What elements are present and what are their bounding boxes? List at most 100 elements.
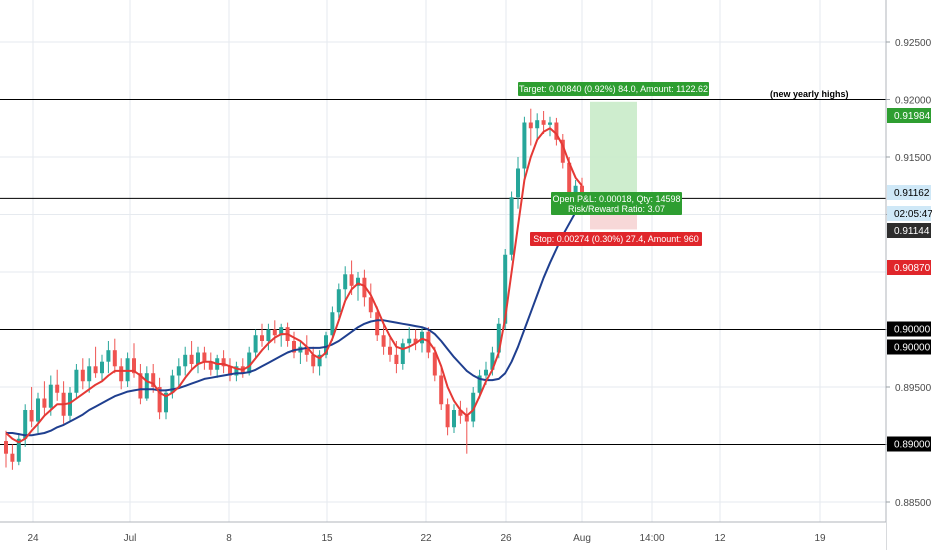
price-tag-box xyxy=(887,339,931,355)
time-tick-label: 14:00 xyxy=(639,533,664,544)
candle-body xyxy=(228,366,232,376)
candle-body xyxy=(189,354,194,364)
candle-body xyxy=(458,410,463,416)
price-tag: 0.91984 xyxy=(887,108,931,123)
candle-body xyxy=(560,139,565,163)
stop-label-box xyxy=(530,232,702,246)
candle-body xyxy=(477,375,482,393)
candle-body xyxy=(68,392,72,416)
price-tag: 0.90000 xyxy=(887,339,931,355)
candle-body xyxy=(503,254,508,324)
time-tick-label: 19 xyxy=(814,533,826,544)
time-axis-background xyxy=(0,522,886,550)
candle-body xyxy=(112,350,117,367)
candle-body xyxy=(80,369,85,382)
candle-body xyxy=(548,122,552,125)
candle-body xyxy=(23,410,28,439)
candle-body xyxy=(304,346,309,355)
candle-body xyxy=(10,453,15,462)
candle-body xyxy=(535,120,540,129)
candle-body xyxy=(509,197,514,255)
time-tick-label: 26 xyxy=(500,533,512,544)
candle-body xyxy=(87,366,92,382)
stop-label-text: Stop: 0.00274 (0.30%) 27.4, Amount: 960 xyxy=(533,234,699,244)
candle-body xyxy=(490,352,495,370)
candle-body xyxy=(100,361,104,374)
candle-body xyxy=(16,438,21,462)
price-tag: 0.90870 xyxy=(887,260,931,275)
candle-body xyxy=(132,358,136,374)
price-tag-label: 0.90000 xyxy=(894,325,931,336)
candle-body xyxy=(413,338,418,344)
candle-body xyxy=(279,327,284,336)
candle-body xyxy=(464,415,469,422)
price-tag-box xyxy=(887,206,931,221)
open-pnl-label-text: Open P&L: 0.00018, Qty: 14598 xyxy=(552,194,680,204)
price-tag-box xyxy=(887,321,931,337)
candle-body xyxy=(439,375,444,405)
candle-body xyxy=(36,398,40,422)
candle-body xyxy=(272,329,277,336)
price-tag: 0.91162 xyxy=(887,185,931,200)
open-pnl-label-text: Risk/Reward Ratio: 3.07 xyxy=(568,204,665,214)
position-annotations[interactable]: Target: 0.00840 (0.92%) 84.0, Amount: 11… xyxy=(518,82,709,246)
price-tags: 0.91984 0.91162 02:05:47 0.91144 0.90870 0.90… xyxy=(887,108,932,452)
candle-body xyxy=(221,358,226,367)
price-tag-box xyxy=(887,260,931,275)
candle-body xyxy=(432,352,437,376)
price-tick-label: 0.92000 xyxy=(895,96,932,107)
candle-body xyxy=(151,373,156,387)
candle-body xyxy=(388,346,392,355)
candle-body xyxy=(528,122,533,129)
candle-body xyxy=(48,384,53,408)
candle-body xyxy=(368,297,373,313)
target-label-box xyxy=(518,82,709,96)
price-tag-label: 0.91984 xyxy=(894,111,931,122)
candle-body xyxy=(164,392,168,413)
price-tag: 0.90000 xyxy=(887,321,931,337)
candle-body xyxy=(541,120,546,125)
time-tick-label: 24 xyxy=(27,533,39,544)
target-label[interactable]: Target: 0.00840 (0.92%) 84.0, Amount: 11… xyxy=(518,82,709,96)
candle-body xyxy=(183,354,188,367)
stop-label[interactable]: Stop: 0.00274 (0.30%) 27.4, Amount: 960 xyxy=(530,232,702,246)
candle-body xyxy=(375,312,380,336)
candle-body xyxy=(260,335,264,341)
moving-averages xyxy=(5,127,583,444)
time-tick-label: 22 xyxy=(420,533,432,544)
target-zone xyxy=(590,101,637,199)
candle-body xyxy=(400,343,405,364)
candle-body xyxy=(144,373,149,399)
candle-body xyxy=(580,185,584,197)
candle-body xyxy=(381,335,386,347)
candle-body xyxy=(484,369,488,376)
candle-body xyxy=(138,373,143,399)
open-pnl-label[interactable]: Open P&L: 0.00018, Qty: 14598Risk/Reward… xyxy=(551,192,682,215)
time-tick-label: 15 xyxy=(321,533,333,544)
time-tick-label: Aug xyxy=(573,533,591,544)
target-label-text: Target: 0.00840 (0.92%) 84.0, Amount: 11… xyxy=(519,84,708,94)
candle-body xyxy=(29,410,34,422)
price-tick-label: 0.91500 xyxy=(895,153,932,164)
candle-body xyxy=(176,366,181,376)
horizontal-levels[interactable] xyxy=(0,99,886,445)
candle-body xyxy=(324,335,328,355)
price-tag-box xyxy=(887,223,931,238)
price-tag-label: 0.91162 xyxy=(894,188,930,199)
candle-body xyxy=(157,387,162,413)
candle-body xyxy=(471,392,476,422)
price-tag-box xyxy=(887,108,931,123)
fast-moving-average-line xyxy=(5,127,583,444)
candle-body xyxy=(452,410,456,428)
candle-body xyxy=(247,352,252,374)
candle-body xyxy=(106,350,111,362)
candle-body xyxy=(317,354,322,367)
candle-body xyxy=(516,168,520,198)
price-tag-label: 0.91144 xyxy=(894,226,930,237)
price-tick-label: 0.89500 xyxy=(895,383,932,394)
time-axis[interactable]: 24 Jul 8 15 22 26 Aug 14:00 12 19 xyxy=(0,521,886,550)
candle-body xyxy=(42,398,47,408)
candle-body xyxy=(74,369,79,393)
